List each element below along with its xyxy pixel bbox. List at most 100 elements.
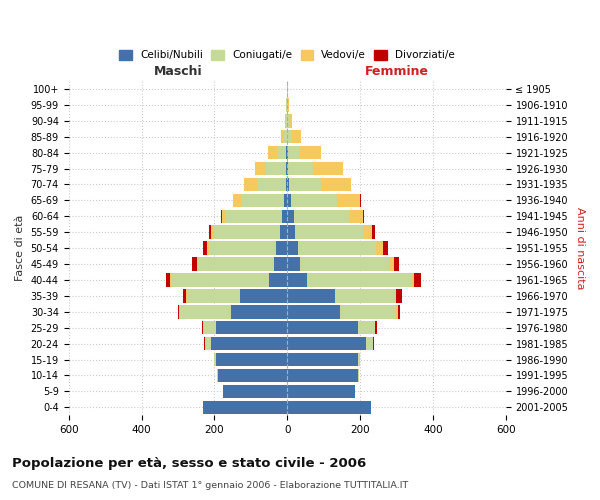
Bar: [257, 178, 286, 191]
Bar: [292, 130, 301, 143]
Bar: [288, 146, 299, 160]
Bar: [358, 368, 359, 382]
Bar: [287, 226, 295, 239]
Bar: [198, 258, 274, 271]
Bar: [365, 337, 373, 350]
Bar: [216, 321, 287, 334]
Bar: [286, 114, 287, 128]
Bar: [287, 353, 358, 366]
Bar: [314, 162, 343, 175]
Legend: Celibi/Nubili, Coniugati/e, Vedovi/e, Divorziati/e: Celibi/Nubili, Coniugati/e, Vedovi/e, Di…: [115, 46, 459, 64]
Bar: [335, 289, 395, 302]
Bar: [240, 289, 287, 302]
Bar: [299, 146, 321, 160]
Bar: [286, 162, 287, 175]
Bar: [166, 273, 170, 286]
Bar: [202, 321, 203, 334]
Bar: [286, 178, 287, 191]
Y-axis label: Anni di nascita: Anni di nascita: [575, 207, 585, 290]
Bar: [376, 242, 383, 255]
Bar: [360, 194, 361, 207]
Bar: [241, 194, 284, 207]
Bar: [269, 273, 287, 286]
Bar: [197, 258, 198, 271]
Bar: [287, 258, 300, 271]
Bar: [295, 226, 362, 239]
Bar: [282, 210, 287, 223]
Bar: [287, 273, 307, 286]
Text: Femmine: Femmine: [364, 65, 428, 78]
Bar: [221, 210, 225, 223]
Bar: [394, 258, 399, 271]
Bar: [363, 210, 364, 223]
Bar: [287, 146, 288, 160]
Bar: [288, 162, 314, 175]
Bar: [276, 242, 287, 255]
Bar: [289, 178, 322, 191]
Bar: [286, 146, 287, 160]
Bar: [187, 289, 240, 302]
Bar: [288, 98, 289, 112]
Bar: [178, 305, 179, 318]
Bar: [284, 194, 287, 207]
Text: Maschi: Maschi: [154, 65, 202, 78]
Text: COMUNE DI RESANA (TV) - Dati ISTAT 1° gennaio 2006 - Elaborazione TUTTITALIA.IT: COMUNE DI RESANA (TV) - Dati ISTAT 1° ge…: [12, 481, 408, 490]
Bar: [322, 178, 351, 191]
Bar: [280, 226, 287, 239]
Bar: [371, 226, 376, 239]
Bar: [287, 194, 291, 207]
Bar: [217, 368, 218, 382]
Bar: [411, 273, 414, 286]
Bar: [193, 258, 197, 271]
Bar: [218, 368, 287, 382]
Bar: [223, 384, 287, 398]
Bar: [268, 146, 277, 160]
Bar: [274, 258, 287, 271]
Bar: [287, 400, 371, 414]
Bar: [395, 289, 397, 302]
Bar: [182, 289, 187, 302]
Bar: [298, 242, 376, 255]
Bar: [287, 210, 294, 223]
Bar: [287, 337, 365, 350]
Bar: [358, 321, 374, 334]
Bar: [376, 321, 377, 334]
Bar: [383, 242, 388, 255]
Bar: [209, 226, 211, 239]
Bar: [203, 242, 207, 255]
Bar: [244, 178, 257, 191]
Bar: [287, 98, 288, 112]
Bar: [216, 353, 287, 366]
Bar: [287, 305, 340, 318]
Bar: [233, 194, 241, 207]
Bar: [170, 273, 269, 286]
Bar: [287, 321, 358, 334]
Bar: [287, 130, 292, 143]
Bar: [207, 242, 209, 255]
Bar: [291, 194, 338, 207]
Bar: [287, 384, 355, 398]
Bar: [397, 289, 402, 302]
Bar: [374, 321, 376, 334]
Bar: [340, 305, 397, 318]
Bar: [281, 130, 284, 143]
Bar: [203, 400, 287, 414]
Bar: [211, 226, 214, 239]
Bar: [204, 337, 205, 350]
Bar: [286, 98, 287, 112]
Bar: [231, 305, 287, 318]
Bar: [398, 305, 400, 318]
Bar: [287, 368, 358, 382]
Bar: [284, 130, 287, 143]
Bar: [338, 194, 360, 207]
Bar: [203, 321, 216, 334]
Bar: [300, 258, 389, 271]
Bar: [214, 353, 216, 366]
Bar: [414, 273, 421, 286]
Bar: [211, 337, 287, 350]
Bar: [255, 162, 266, 175]
Bar: [277, 146, 286, 160]
Bar: [287, 114, 289, 128]
Bar: [225, 210, 282, 223]
Bar: [214, 226, 280, 239]
